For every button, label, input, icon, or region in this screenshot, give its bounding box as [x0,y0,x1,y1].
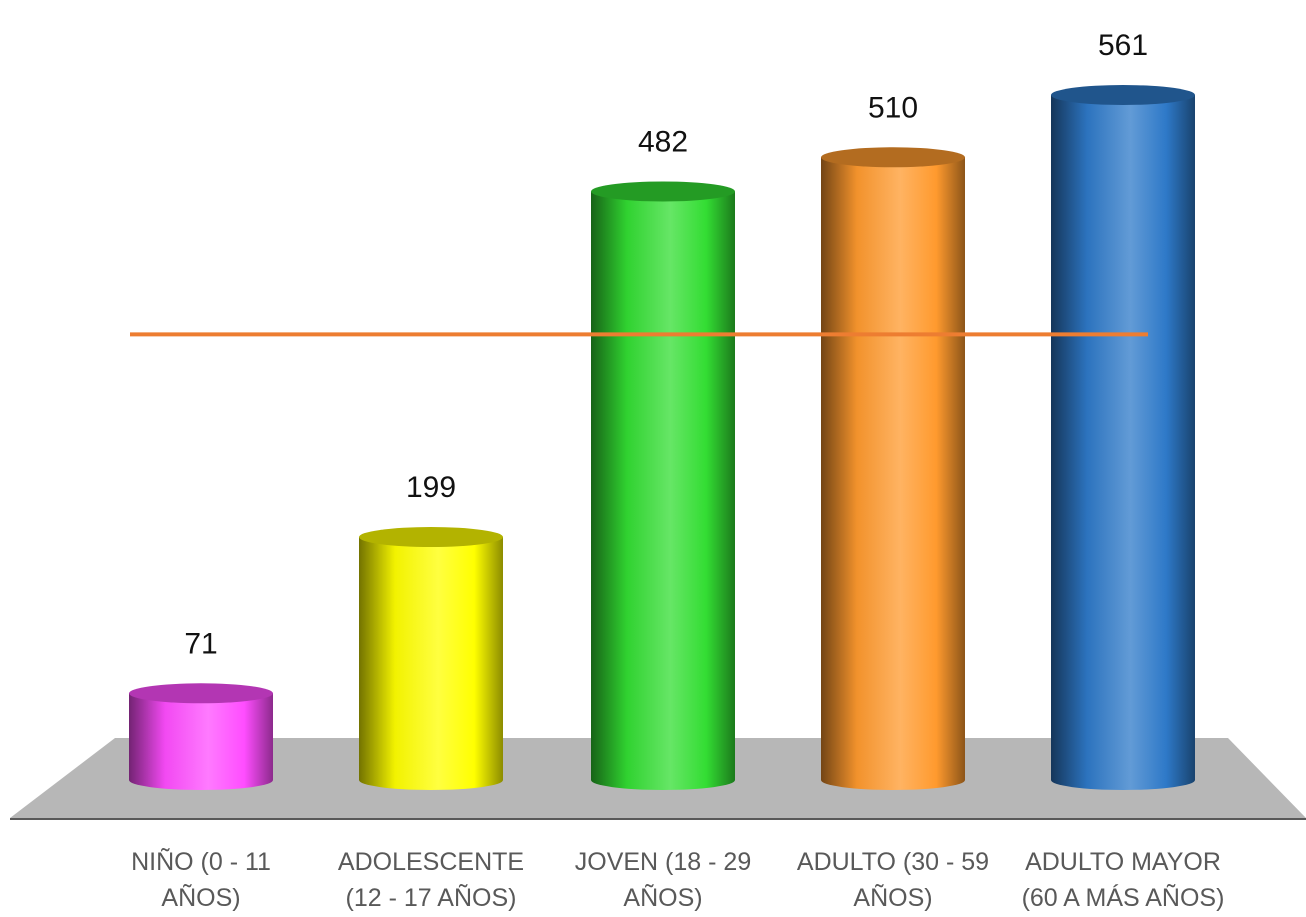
bar-value-label: 482 [638,125,688,158]
bar-body [821,157,965,791]
bar-cylinder [821,147,965,791]
bar-body [129,693,273,790]
category-label-line: AÑOS) [853,883,932,912]
bar-cylinder [591,181,735,790]
bar-cylinder [359,527,503,790]
bar-top-cap [821,147,965,168]
category-label: JOVEN (18 - 29 AÑOS) [575,848,751,912]
bar-top-cap [591,181,735,202]
bar-top-cap [129,683,273,704]
bar-value-label: 71 [184,627,217,660]
bar-cylinder [1051,85,1195,790]
category-label-line: (12 - 17 AÑOS) [346,883,517,912]
bar-body [591,191,735,790]
bar-value-label: 199 [406,471,456,504]
category-label: ADOLESCENTE (12 - 17 AÑOS) [338,848,524,912]
category-label: ADULTO MAYOR (60 A MÁS AÑOS) [1022,848,1225,912]
bars-layer [129,85,1195,791]
bar-body [359,537,503,790]
bar-top-cap [359,527,503,548]
bar-value-label: 510 [868,91,918,124]
labels-layer: 71 199 482 510 561 NIÑO (0 - 11 AÑOS) ADOLESCEN… [131,29,1224,912]
bar-value-label: 561 [1098,29,1148,62]
category-label-line: ADULTO (30 - 59 [797,848,989,876]
bar-cylinder [129,683,273,790]
bar-top-cap [1051,85,1195,105]
category-label-line: (60 A MÁS AÑOS) [1022,883,1225,912]
category-label-line: JOVEN (18 - 29 [575,848,751,876]
bar-body [1051,95,1195,790]
category-label-line: AÑOS) [161,883,240,912]
category-label-line: ADULTO MAYOR [1025,848,1221,876]
category-label-line: NIÑO (0 - 11 [131,847,271,876]
category-label: ADULTO (30 - 59 AÑOS) [797,848,989,912]
category-label: NIÑO (0 - 11 AÑOS) [131,847,271,912]
category-label-line: ADOLESCENTE [338,848,524,876]
category-label-line: AÑOS) [623,883,702,912]
